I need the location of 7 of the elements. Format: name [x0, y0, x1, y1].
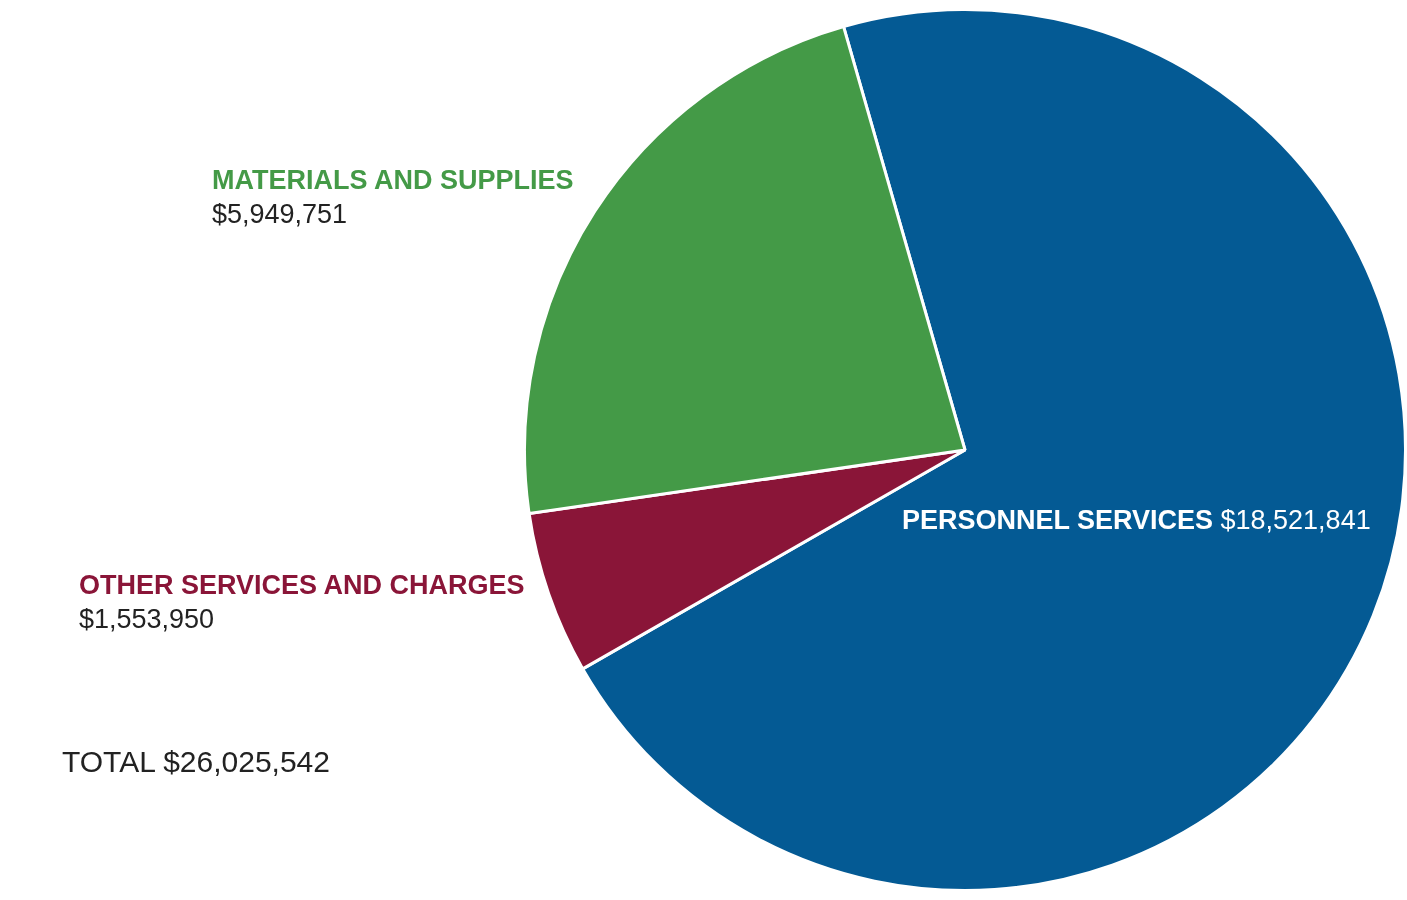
text: TOTAL $26,025,542: [62, 745, 330, 779]
data-label: $5,949,751: [211, 199, 348, 230]
slice-label: MATERIALS AND SUPPLIES: [211, 165, 574, 196]
slice-label: PERSONNEL SERVICES: [901, 504, 1213, 535]
data-label: $18,521,841: [1220, 504, 1371, 535]
data-label: $1,553,950: [78, 603, 215, 634]
slice-label: OTHER SERVICES AND CHARGES: [78, 569, 525, 600]
